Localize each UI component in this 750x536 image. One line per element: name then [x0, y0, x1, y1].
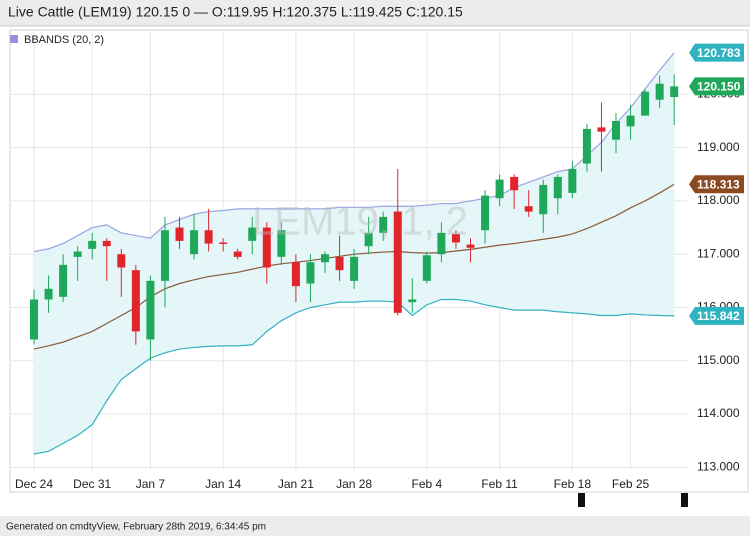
- candle-body: [568, 168, 577, 193]
- candle-body: [160, 230, 169, 281]
- y-tick-label: 113.000: [697, 460, 740, 474]
- candle-body: [350, 256, 359, 281]
- candle-body: [306, 262, 315, 284]
- footer-bar: [0, 516, 750, 536]
- candle-body: [131, 270, 140, 332]
- x-tick-label: Jan 28: [336, 477, 372, 491]
- band-line: [33, 52, 675, 253]
- price-flag-label: 118.313: [697, 177, 740, 191]
- candle-body: [117, 254, 126, 268]
- candle-body: [466, 244, 475, 248]
- candle-body: [204, 230, 213, 244]
- candle-body: [277, 230, 286, 257]
- candle-body: [437, 232, 446, 255]
- candle-body: [612, 120, 620, 140]
- price-flag: [689, 306, 744, 325]
- candle-body: [364, 232, 373, 247]
- candle-body: [451, 233, 460, 243]
- candle-body: [59, 264, 68, 297]
- x-tick-label: Jan 14: [205, 477, 241, 491]
- candle-body: [641, 91, 650, 116]
- price-flag: [689, 175, 744, 194]
- y-tick-label: 117.000: [697, 246, 740, 260]
- y-tick-label: 118.000: [697, 193, 740, 207]
- legend-swatch: [10, 35, 18, 43]
- candle-body: [102, 240, 111, 247]
- candle-body: [408, 299, 417, 303]
- y-tick-label: 115.000: [697, 353, 740, 367]
- candle-body: [262, 227, 271, 268]
- price-flag: [689, 77, 744, 96]
- legend-label: BBANDS (20, 2): [24, 34, 104, 46]
- candle-body: [393, 211, 402, 313]
- candle-body: [175, 227, 184, 241]
- candle-body: [291, 262, 300, 287]
- candle-body: [379, 216, 388, 233]
- candle-body: [248, 227, 257, 241]
- x-tick-label: Feb 4: [412, 477, 443, 491]
- candle-body: [190, 230, 199, 255]
- footer: Generated on cmdtyView, February 28th 20…: [6, 522, 266, 533]
- candle-body: [44, 288, 53, 300]
- candle-body: [553, 176, 562, 199]
- x-tick-label: Dec 31: [73, 477, 111, 491]
- marker-icon: [578, 493, 585, 507]
- candle-body: [597, 127, 606, 132]
- y-tick-label: 119.000: [697, 140, 740, 154]
- x-tick-label: Dec 24: [15, 477, 53, 491]
- plot-frame: [9, 29, 749, 493]
- price-flag: [689, 43, 744, 62]
- chart-title: Live Cattle (LEM19) 120.15 0 — O:119.95 …: [8, 4, 463, 20]
- candle-body: [335, 256, 344, 271]
- candle-body: [626, 115, 635, 127]
- candle-body: [655, 83, 664, 100]
- price-flag-label: 120.783: [697, 46, 741, 60]
- x-tick-label: Jan 7: [136, 477, 166, 491]
- x-tick-label: Feb 11: [481, 477, 518, 491]
- candle-body: [481, 195, 490, 231]
- candle-body: [73, 251, 82, 257]
- candle-body: [233, 251, 242, 257]
- price-flag-label: 120.150: [697, 80, 741, 94]
- candle-body: [510, 176, 519, 191]
- price-flag-label: 115.842: [697, 309, 740, 323]
- candle-body: [88, 240, 97, 249]
- watermark: LEM19, 1, 2: [252, 200, 468, 244]
- candle-body: [30, 299, 38, 340]
- candle-body: [219, 242, 228, 244]
- x-tick-label: Jan 21: [278, 477, 314, 491]
- candle-body: [539, 184, 548, 215]
- layers: [10, 32, 688, 470]
- y-tick-label: 114.000: [697, 406, 740, 420]
- x-tick-label: Feb 25: [612, 477, 650, 491]
- candle-body: [146, 280, 155, 340]
- candle-body: [670, 86, 679, 98]
- candle-body: [321, 254, 329, 263]
- x-tick-label: Feb 18: [554, 477, 592, 491]
- band-line: [33, 298, 675, 455]
- title-bar: [0, 0, 750, 26]
- candle-body: [582, 128, 591, 164]
- candle-body: [422, 255, 431, 281]
- candle-body: [495, 179, 504, 199]
- candle-body: [524, 206, 533, 212]
- marker-icon: [681, 493, 688, 507]
